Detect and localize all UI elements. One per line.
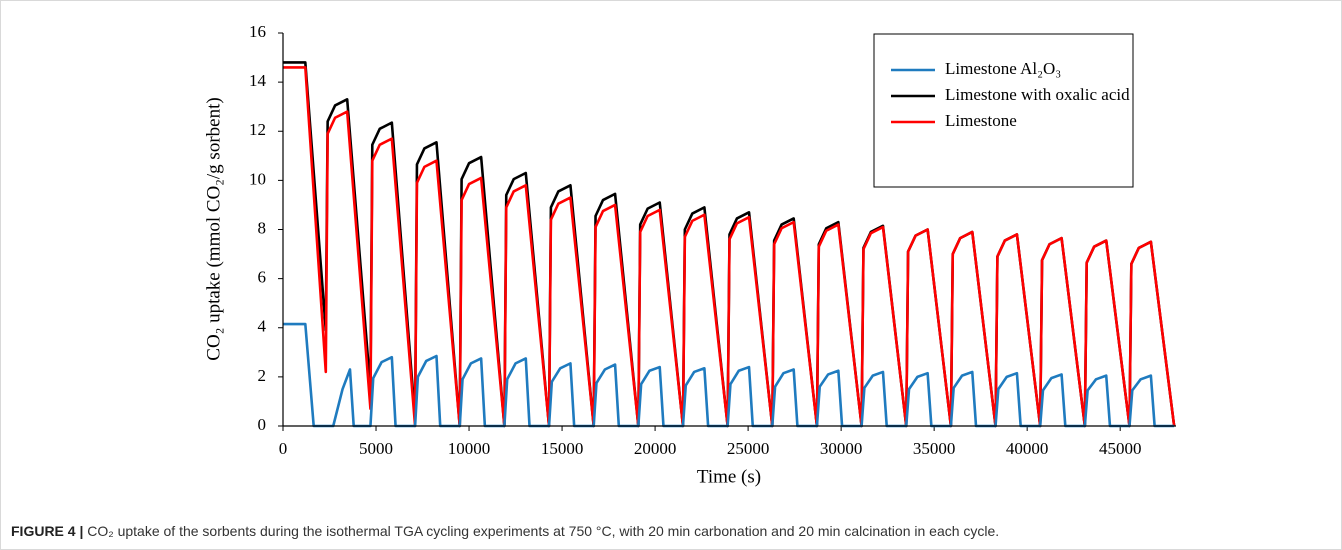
y-axis-title: CO₂ uptake (mmol CO₂/g sorbent) bbox=[203, 97, 224, 360]
x-tick-label: 35000 bbox=[913, 439, 956, 458]
y-tick-label: 16 bbox=[249, 22, 266, 41]
caption: FIGURE 4 | CO₂ uptake of the sorbents du… bbox=[11, 523, 999, 539]
x-tick-label: 25000 bbox=[727, 439, 770, 458]
y-tick-label: 10 bbox=[249, 169, 266, 188]
legend: Limestone Al₂O₃ Limestone with oxalic aci… bbox=[891, 59, 1130, 130]
y-tick-label: 2 bbox=[258, 366, 267, 385]
series-line bbox=[283, 66, 1176, 428]
x-tick-label: 10000 bbox=[448, 439, 491, 458]
x-tick-label: 15000 bbox=[541, 439, 584, 458]
caption-text: CO₂ uptake of the sorbents during the is… bbox=[87, 523, 1000, 539]
y-tick-label: 8 bbox=[258, 218, 267, 237]
y-tick-label: 6 bbox=[258, 268, 267, 287]
legend-label: Limestone Al₂O₃ bbox=[945, 59, 1061, 78]
chart: Time (s) CO₂ uptake (mmol CO₂/g sorbent)… bbox=[203, 22, 1176, 487]
x-tick-label: 20000 bbox=[634, 439, 677, 458]
caption-label: FIGURE 4 | bbox=[11, 523, 84, 539]
y-tick-label: 4 bbox=[258, 317, 267, 336]
x-tick-label: 30000 bbox=[820, 439, 863, 458]
x-tick-label: 0 bbox=[279, 439, 288, 458]
x-tick-label: 5000 bbox=[359, 439, 393, 458]
legend-label: Limestone with oxalic acid bbox=[945, 85, 1130, 104]
y-tick-label: 0 bbox=[258, 415, 267, 434]
x-tick-label: 45000 bbox=[1099, 439, 1142, 458]
y-tick-label: 12 bbox=[249, 120, 266, 139]
legend-label: Limestone bbox=[945, 111, 1017, 130]
x-axis-title: Time (s) bbox=[697, 466, 761, 487]
y-tick-label: 14 bbox=[249, 71, 267, 90]
x-tick-label: 40000 bbox=[1006, 439, 1049, 458]
legend-box bbox=[873, 33, 1134, 188]
